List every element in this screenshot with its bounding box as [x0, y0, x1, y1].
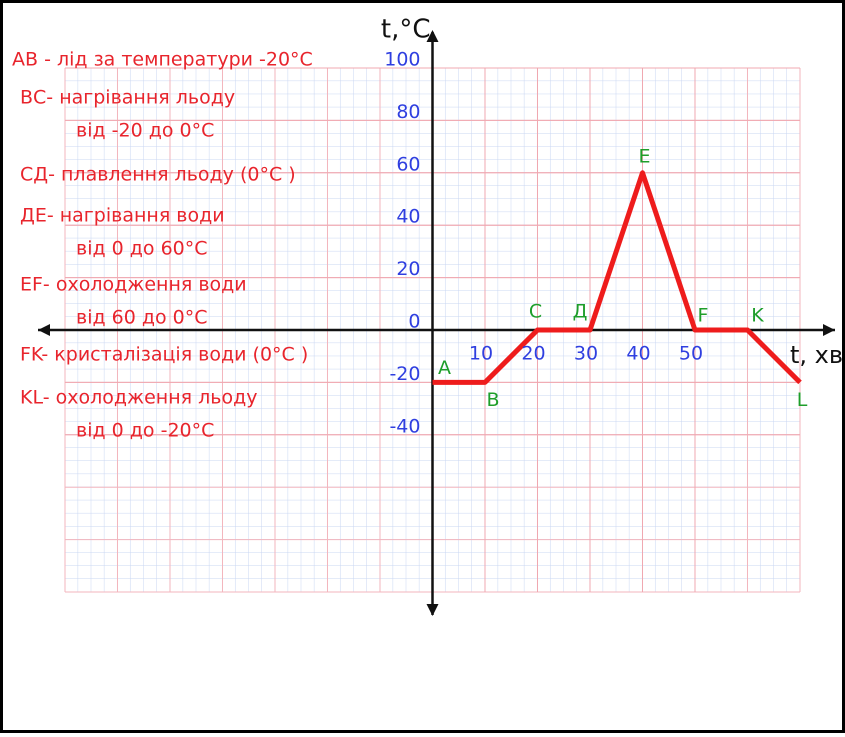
y-tick-label: 60 [396, 153, 420, 175]
x-tick-label: 10 [469, 343, 493, 365]
y-tick-label: 80 [396, 101, 420, 123]
y-tick-label: 20 [396, 258, 420, 280]
y-tick-label: 0 [408, 311, 420, 333]
note-line: FK- кристалізація води (0°С ) [20, 344, 308, 366]
point-label: C [529, 301, 542, 323]
note-line: СД- плавлення льоду (0°С ) [20, 164, 296, 186]
note-line: від 0 до 60°С [76, 238, 208, 260]
x-tick-label: 20 [521, 343, 545, 365]
note-line: ВС- нагрівання льоду [20, 87, 235, 109]
point-label: F [698, 305, 709, 327]
y-tick-label: 100 [384, 49, 420, 71]
point-label: Д [573, 301, 588, 323]
series-line [432, 170, 802, 385]
x-axis-label: t, хв [790, 341, 843, 369]
y-tick-label: 40 [396, 206, 420, 228]
note-line: від -20 до 0°С [76, 120, 214, 142]
x-tick-label: 50 [679, 343, 703, 365]
note-line: ДЕ- нагрівання води [20, 205, 225, 227]
y-tick-label: -40 [389, 415, 420, 437]
point-label: L [797, 389, 808, 411]
note-line: ЕF- охолодження води [20, 274, 247, 296]
point-label: K [751, 305, 764, 327]
point-label: B [486, 389, 499, 411]
x-tick-label: 30 [574, 343, 598, 365]
note-line: від 60 до 0°С [76, 307, 208, 329]
y-axis-label: t,°С [381, 15, 431, 45]
point-label: E [638, 145, 650, 167]
y-tick-label: -20 [389, 363, 420, 385]
note-line: від 0 до -20°С [76, 420, 214, 442]
note-line: KL- охолодження льоду [20, 387, 257, 409]
x-tick-label: 40 [626, 343, 650, 365]
point-label: A [438, 357, 451, 379]
note-line: АВ - лід за температури -20°С [12, 49, 313, 71]
